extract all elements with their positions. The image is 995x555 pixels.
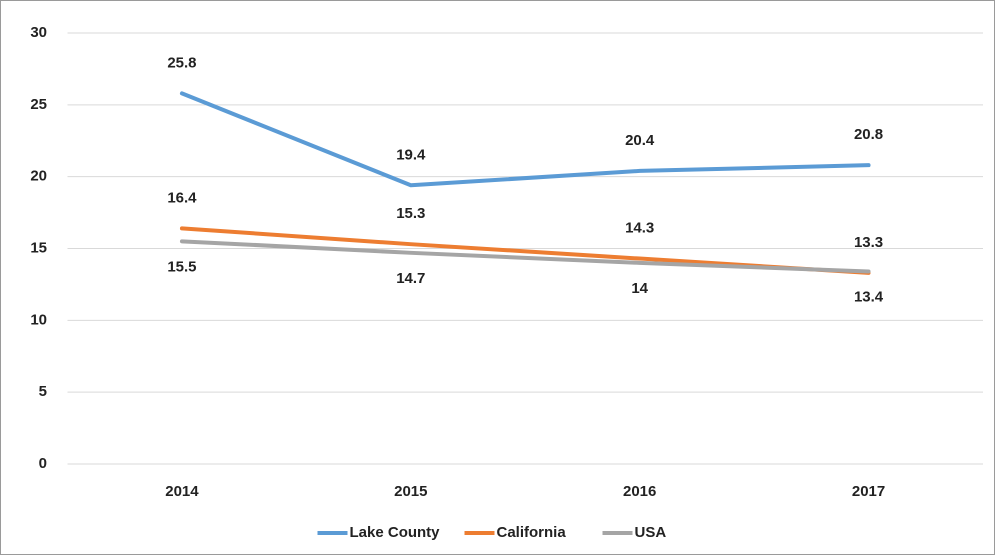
x-tick-label: 2014 [165, 483, 199, 500]
data-label: 20.8 [854, 126, 883, 143]
legend-label: USA [635, 524, 667, 541]
data-label: 19.4 [396, 146, 426, 163]
x-tick-label: 2015 [394, 483, 427, 500]
data-label: 25.8 [167, 54, 196, 71]
y-tick-label: 5 [39, 383, 47, 400]
data-label: 13.4 [854, 288, 884, 305]
y-tick-label: 0 [39, 455, 47, 472]
data-label: 14.7 [396, 270, 425, 287]
data-label: 20.4 [625, 132, 655, 149]
y-tick-label: 20 [30, 168, 47, 185]
data-label: 13.3 [854, 234, 883, 251]
legend-label: California [497, 524, 567, 541]
x-tick-label: 2016 [623, 483, 656, 500]
y-tick-label: 30 [30, 24, 47, 41]
y-tick-label: 25 [30, 96, 47, 113]
data-label: 14.3 [625, 220, 654, 237]
data-label: 15.3 [396, 205, 425, 222]
data-label: 15.5 [167, 258, 196, 275]
y-tick-label: 15 [30, 239, 47, 256]
series-line [179, 239, 871, 274]
data-label: 16.4 [167, 189, 197, 206]
legend-label: Lake County [350, 524, 441, 541]
y-tick-label: 10 [30, 311, 47, 328]
data-label: 14 [631, 280, 648, 297]
x-tick-label: 2017 [852, 483, 885, 500]
series-line [179, 91, 871, 188]
